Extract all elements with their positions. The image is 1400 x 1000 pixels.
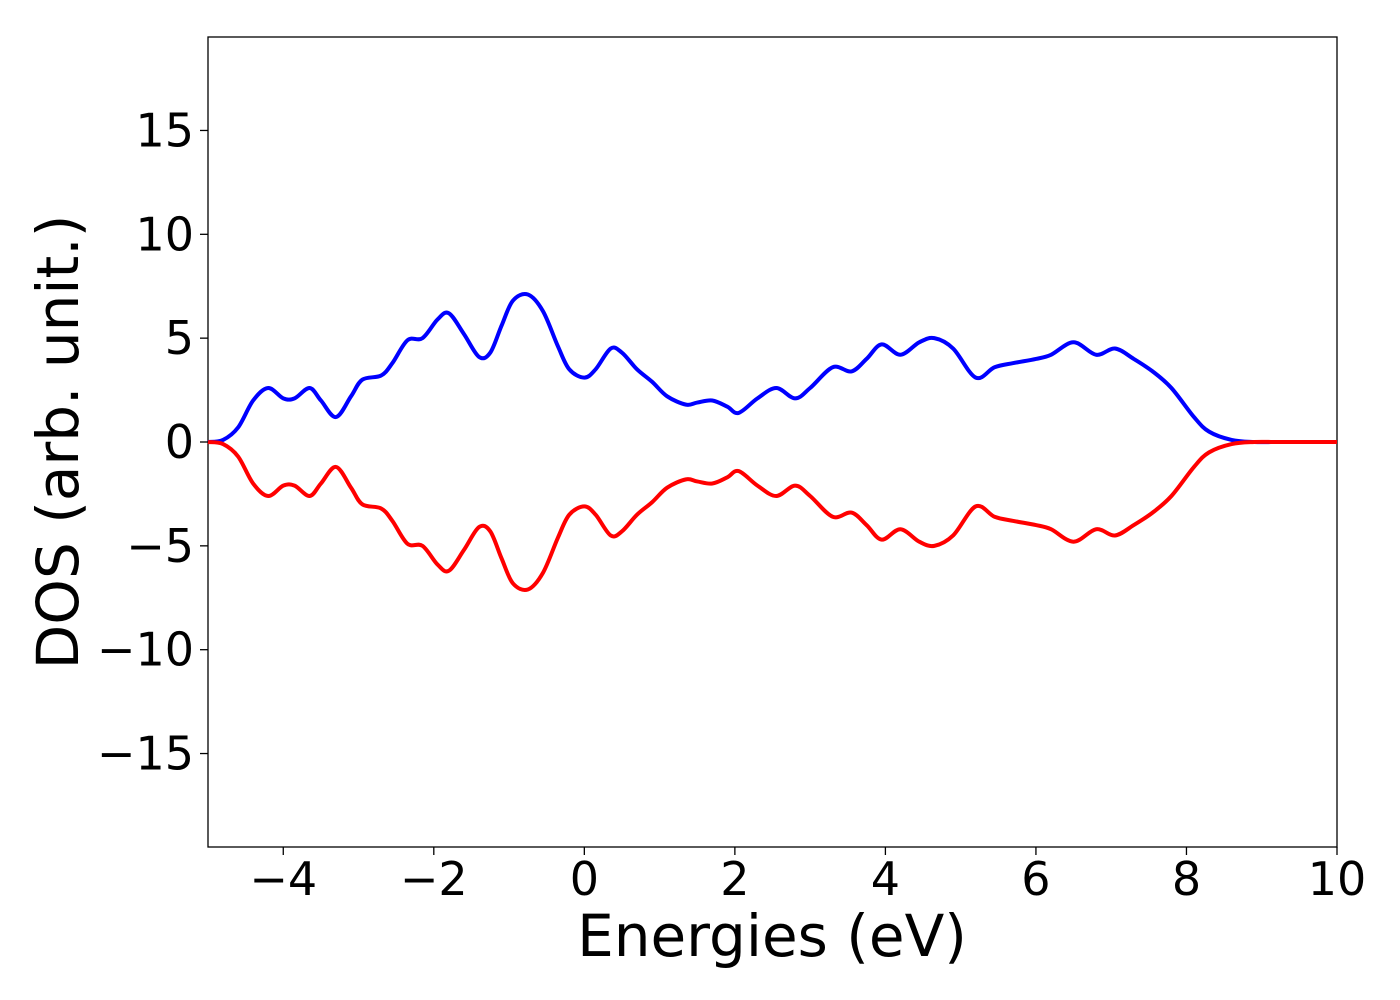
dos-line-red bbox=[207, 439, 1337, 592]
plot-frame bbox=[207, 36, 1338, 848]
x-tick-label: 0 bbox=[570, 852, 599, 906]
y-tick-label: 5 bbox=[165, 311, 194, 365]
x-axis-title: Energies (eV) bbox=[577, 902, 967, 970]
x-axis-ticks: −4 −2 0 2 4 6 8 10 bbox=[249, 847, 1366, 906]
y-axis-ticks: 15 10 5 0 −5 −10 −15 bbox=[97, 103, 208, 781]
x-tick-label: −2 bbox=[400, 852, 468, 906]
x-tick-label: 6 bbox=[1021, 852, 1050, 906]
x-tick-label: 10 bbox=[1308, 852, 1367, 906]
y-tick-label: 10 bbox=[135, 207, 194, 261]
y-tick-label: −10 bbox=[97, 623, 194, 677]
y-tick-label: 15 bbox=[135, 103, 194, 157]
x-tick-label: 4 bbox=[871, 852, 900, 906]
dos-line-blue bbox=[207, 292, 1337, 445]
y-axis-title: DOS (arb. unit.) bbox=[24, 215, 92, 670]
series-lines bbox=[207, 292, 1337, 592]
y-tick-label: −5 bbox=[126, 519, 194, 573]
y-tick-label: 0 bbox=[165, 415, 194, 469]
x-tick-label: 2 bbox=[720, 852, 749, 906]
x-tick-label: 8 bbox=[1172, 852, 1201, 906]
y-tick-label: −15 bbox=[97, 727, 194, 781]
x-tick-label: −4 bbox=[249, 852, 317, 906]
